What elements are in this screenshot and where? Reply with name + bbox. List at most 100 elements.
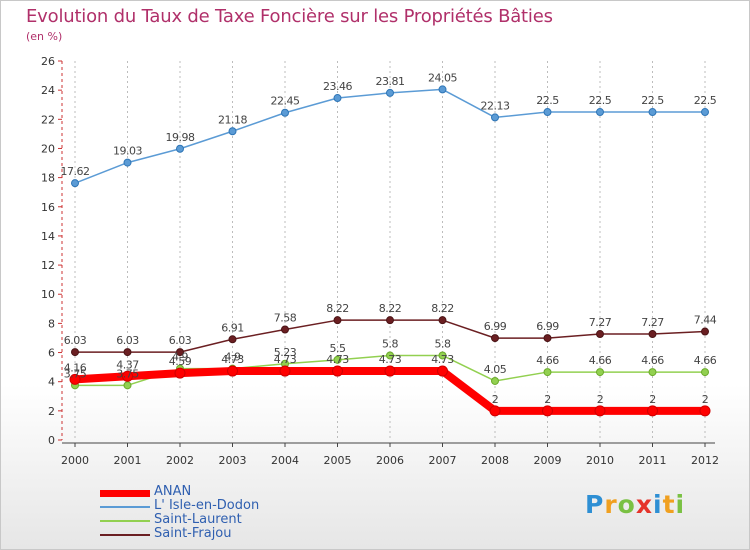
- data-point: [701, 108, 709, 117]
- data-label: 5.8: [435, 337, 451, 350]
- data-point: [123, 158, 132, 167]
- data-label: 8.22: [326, 302, 349, 315]
- data-label: 6.03: [116, 334, 139, 347]
- data-point: [594, 405, 606, 417]
- data-label: 6.03: [64, 334, 87, 347]
- legend-label: L' Isle-en-Dodon: [154, 498, 260, 513]
- y-tick-label: 22: [41, 113, 55, 126]
- logo-letter: o: [617, 490, 636, 519]
- legend-label: Saint-Laurent: [154, 512, 242, 527]
- data-point: [543, 368, 552, 377]
- data-label: 19.98: [166, 131, 195, 144]
- y-tick-label: 24: [41, 84, 55, 97]
- data-point: [542, 405, 553, 417]
- data-point: [71, 179, 79, 188]
- data-label: 2: [702, 393, 709, 406]
- data-point: [333, 355, 342, 364]
- data-label: 6.99: [484, 320, 507, 333]
- data-point: [279, 365, 291, 377]
- data-point: [176, 144, 184, 153]
- data-label: 7.58: [274, 312, 297, 325]
- x-tick-label: 2011: [639, 454, 667, 467]
- y-tick-label: 10: [41, 288, 55, 301]
- x-tick-label: 2009: [534, 454, 562, 467]
- y-tick-label: 2: [48, 405, 55, 418]
- x-tick-label: 2010: [586, 454, 614, 467]
- data-point: [438, 85, 447, 94]
- data-point: [647, 405, 658, 417]
- x-tick-label: 2006: [376, 454, 404, 467]
- data-point: [386, 316, 394, 325]
- data-point: [489, 405, 501, 417]
- chart-title: Evolution du Taux de Taxe Foncière sur l…: [26, 6, 553, 27]
- y-tick-label: 6: [48, 347, 55, 360]
- data-point: [122, 370, 133, 382]
- data-point: [699, 405, 711, 417]
- x-tick-label: 2002: [166, 454, 194, 467]
- data-label: 4.73: [274, 353, 297, 366]
- data-point: [437, 365, 448, 377]
- y-tick-label: 12: [41, 259, 55, 272]
- data-point: [333, 94, 342, 103]
- y-tick-label: 26: [41, 55, 55, 68]
- logo-letter: i: [653, 490, 663, 519]
- data-label: 2: [649, 393, 656, 406]
- data-point: [648, 330, 657, 339]
- data-label: 4.73: [326, 353, 349, 366]
- data-label: 4.37: [116, 358, 139, 371]
- x-tick-label: 2012: [691, 454, 719, 467]
- data-label: 4.66: [694, 354, 717, 367]
- y-tick-label: 20: [41, 142, 55, 155]
- data-point: [491, 113, 499, 122]
- y-tick-label: 14: [41, 230, 55, 243]
- legend-swatch: [100, 534, 150, 536]
- logo-letter: x: [635, 490, 653, 519]
- data-label: 4.73: [221, 353, 244, 366]
- data-label: 3.75: [64, 367, 87, 380]
- data-label: 24.05: [428, 71, 457, 84]
- y-tick-label: 4: [48, 376, 55, 389]
- data-label: 4.73: [431, 353, 454, 366]
- data-label: 2: [597, 393, 604, 406]
- data-label: 8.22: [379, 302, 402, 315]
- data-label: 5.5: [330, 342, 346, 355]
- legend-swatch: [100, 490, 150, 497]
- data-label: 22.5: [694, 94, 717, 107]
- data-label: 7.27: [589, 316, 612, 329]
- data-point: [701, 327, 709, 336]
- data-point: [384, 365, 396, 377]
- data-label: 5.23: [274, 346, 297, 359]
- data-label: 23.46: [323, 80, 352, 93]
- data-point: [596, 108, 604, 117]
- data-label: 6.03: [169, 334, 192, 347]
- data-label: 4.66: [589, 354, 612, 367]
- data-label: 4.66: [641, 354, 664, 367]
- data-label: 4.05: [484, 363, 507, 376]
- data-point: [228, 335, 237, 344]
- logo-letter: t: [662, 490, 676, 519]
- data-point: [543, 108, 552, 117]
- data-point: [491, 376, 499, 385]
- data-label: 6.99: [536, 320, 559, 333]
- data-point: [281, 325, 289, 334]
- data-label: 4.9: [225, 351, 241, 364]
- data-label: 17.62: [61, 165, 90, 178]
- x-tick-label: 2000: [61, 454, 89, 467]
- data-point: [491, 334, 499, 343]
- y-tick-label: 18: [41, 172, 55, 185]
- legend-swatch: [100, 520, 150, 522]
- logo-letter: r: [604, 490, 618, 519]
- x-tick-label: 2008: [481, 454, 509, 467]
- data-point: [332, 365, 343, 377]
- x-tick-label: 2004: [271, 454, 299, 467]
- proxiti-logo: Proxiti: [585, 490, 685, 519]
- data-label: 2: [492, 393, 499, 406]
- data-point: [701, 368, 709, 377]
- data-point: [69, 373, 81, 385]
- y-tick-label: 0: [48, 434, 55, 447]
- data-point: [174, 367, 186, 379]
- data-point: [543, 334, 552, 343]
- legend-label: Saint-Frajou: [154, 526, 232, 541]
